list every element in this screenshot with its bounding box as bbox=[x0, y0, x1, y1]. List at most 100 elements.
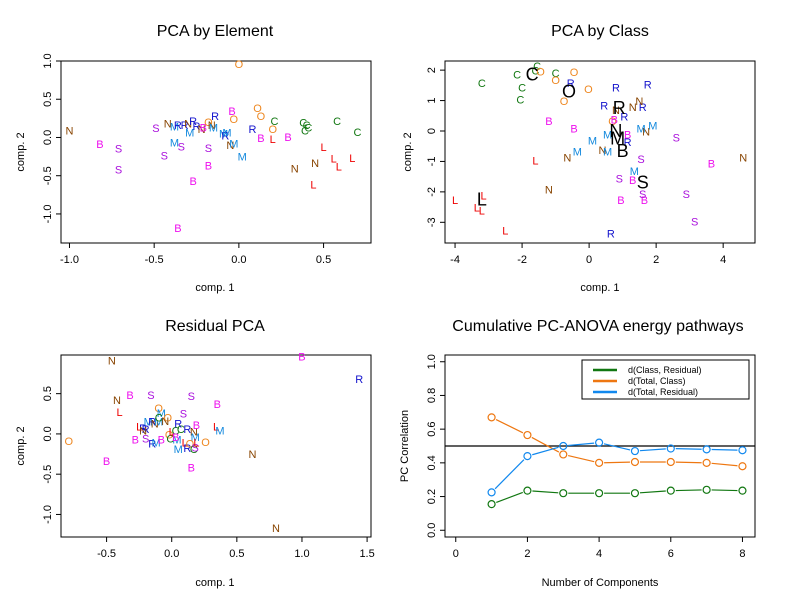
y-tick-label: 1.0 bbox=[426, 354, 438, 369]
x-tick-label: 0.5 bbox=[316, 254, 331, 266]
point-O: O bbox=[201, 437, 210, 449]
series-point bbox=[559, 489, 568, 498]
point-R: R bbox=[183, 424, 191, 436]
point-B: B bbox=[103, 456, 110, 468]
point-M: M bbox=[229, 138, 238, 150]
point-S: S bbox=[205, 143, 212, 155]
point-C: C bbox=[333, 116, 341, 128]
x-tick-label: 6 bbox=[668, 548, 674, 560]
point-S: S bbox=[178, 141, 185, 153]
point-B: B bbox=[298, 351, 305, 363]
point-R: R bbox=[567, 78, 575, 90]
point-S: S bbox=[115, 144, 122, 156]
point-N: N bbox=[151, 418, 159, 430]
point-S: S bbox=[161, 151, 168, 163]
point-O: O bbox=[536, 67, 545, 79]
point-B: B bbox=[205, 161, 212, 173]
point-B: B bbox=[96, 139, 103, 151]
point-C: C bbox=[513, 69, 521, 81]
point-L: L bbox=[136, 421, 142, 433]
series-point bbox=[630, 489, 640, 498]
legend-label-total-class: d(Total, Class) bbox=[628, 376, 686, 386]
data-marks: NB SSSSNMRMSBRNMRRBNBONMRSBMRMNMBOMOROOBO… bbox=[65, 59, 361, 235]
point-O: O bbox=[204, 117, 213, 129]
point-C: C bbox=[166, 434, 174, 446]
series-point bbox=[666, 457, 675, 467]
y-tick-label: -3 bbox=[426, 217, 438, 227]
x-tick-label: 0.0 bbox=[164, 548, 179, 560]
point-R: R bbox=[607, 228, 615, 240]
series-segment bbox=[532, 446, 559, 456]
y-tick-label: 0.2 bbox=[426, 489, 438, 504]
centroid-C: C bbox=[526, 65, 539, 85]
point-M: M bbox=[191, 432, 200, 444]
point-B: B bbox=[158, 434, 165, 446]
point-C: C bbox=[299, 118, 307, 130]
point-O: O bbox=[165, 430, 174, 442]
chart-title: Residual PCA bbox=[165, 318, 265, 335]
point-O: O bbox=[268, 124, 277, 136]
y-tick-label: 0.5 bbox=[42, 92, 54, 107]
x-tick-label: 4 bbox=[596, 548, 602, 560]
point-B: B bbox=[257, 133, 264, 145]
series-point bbox=[595, 458, 604, 467]
point-N: N bbox=[599, 145, 607, 157]
point-O: O bbox=[570, 67, 579, 79]
point-C: C bbox=[303, 120, 311, 132]
plot-frame bbox=[60, 354, 372, 538]
point-L: L bbox=[502, 225, 508, 237]
point-O: O bbox=[560, 96, 569, 108]
x-tick-label: 0.0 bbox=[231, 254, 246, 266]
x-axis-label: comp. 1 bbox=[195, 282, 234, 294]
point-N: N bbox=[113, 395, 121, 407]
point-M: M bbox=[219, 128, 228, 140]
point-C: C bbox=[177, 424, 185, 436]
series-point bbox=[630, 457, 640, 467]
point-L: L bbox=[321, 142, 327, 154]
point-O: O bbox=[584, 84, 593, 96]
point-L: L bbox=[270, 134, 276, 146]
y-axis-label: comp. 2 bbox=[402, 132, 414, 171]
point-O: O bbox=[257, 111, 266, 123]
point-C: C bbox=[552, 68, 560, 80]
point-M: M bbox=[222, 128, 231, 140]
series-segment bbox=[639, 490, 666, 494]
series-segment bbox=[532, 490, 559, 494]
panel-pca-by-element: PCA by Element comp. 1 comp. 2 -1.0 -0.5 0… bbox=[15, 23, 372, 294]
point-M: M bbox=[648, 120, 657, 132]
point-C: C bbox=[353, 127, 361, 139]
series-segment bbox=[531, 436, 560, 453]
point-L: L bbox=[336, 161, 342, 173]
point-O: O bbox=[230, 114, 239, 126]
point-R: R bbox=[193, 121, 201, 133]
centroid-L: L bbox=[477, 189, 487, 209]
series-point bbox=[487, 413, 496, 422]
series-segment bbox=[675, 489, 702, 492]
point-L: L bbox=[480, 190, 486, 202]
x-tick-label: -2 bbox=[517, 254, 527, 266]
series-point bbox=[559, 441, 568, 451]
point-M: M bbox=[144, 417, 153, 429]
point-N: N bbox=[642, 127, 650, 139]
x-tick-label: 4 bbox=[720, 254, 726, 266]
y-tick-label: 2 bbox=[426, 67, 438, 73]
point-M: M bbox=[573, 146, 582, 158]
x-tick-label: 0 bbox=[586, 254, 592, 266]
point-N: N bbox=[208, 120, 216, 132]
series-point bbox=[738, 462, 747, 471]
chart-title: Cumulative PC-ANOVA energy pathways bbox=[452, 318, 743, 335]
centroid-M: M bbox=[610, 129, 625, 149]
point-B: B bbox=[214, 399, 221, 411]
x-tick-label: 0 bbox=[453, 548, 459, 560]
point-C: C bbox=[190, 444, 198, 456]
point-N: N bbox=[226, 140, 234, 152]
panel-pca-by-class: PCA by Class comp. 1 comp. 2 -4 -2 0 2 4 -3 -2… bbox=[402, 23, 756, 294]
series-segment bbox=[603, 443, 631, 451]
point-N: N bbox=[190, 426, 198, 438]
y-tick-label: -1.0 bbox=[42, 505, 54, 524]
point-S: S bbox=[180, 409, 187, 421]
point-C: C bbox=[533, 61, 541, 73]
point-M: M bbox=[603, 146, 612, 158]
point-R: R bbox=[183, 443, 191, 455]
point-N: N bbox=[184, 118, 192, 130]
